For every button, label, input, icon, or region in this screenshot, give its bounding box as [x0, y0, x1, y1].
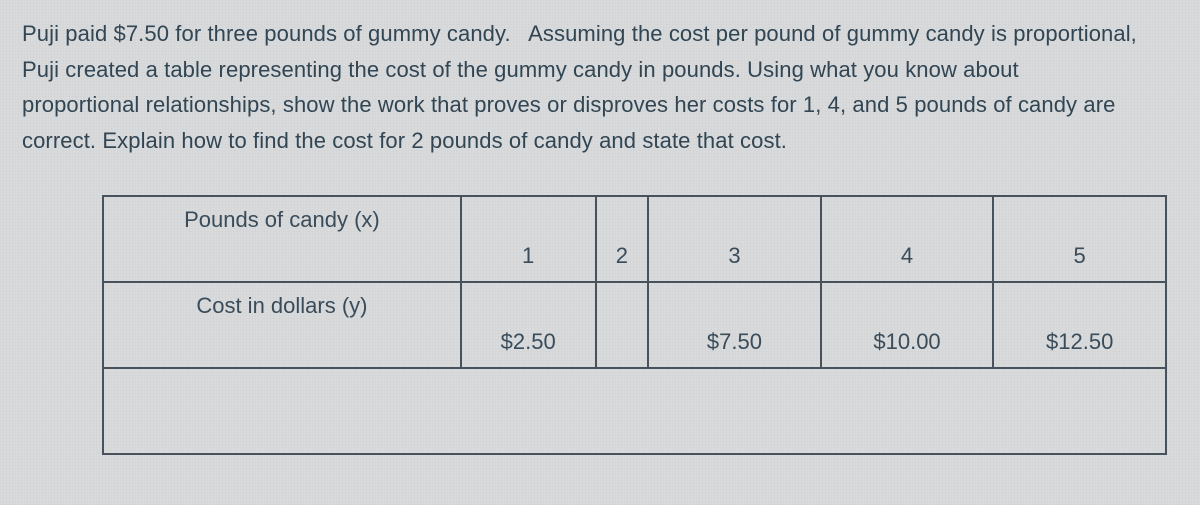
- cell-cost-4: $10.00: [821, 282, 994, 368]
- row-header-pounds: Pounds of candy (x): [103, 196, 461, 282]
- table-row-blank: [103, 368, 1166, 454]
- cell-pounds-3: 3: [648, 196, 821, 282]
- table-row-pounds: Pounds of candy (x) 1 2 3 4 5: [103, 196, 1166, 282]
- problem-statement: Puji paid $7.50 for three pounds of gumm…: [22, 16, 1182, 159]
- cell-pounds-2: 2: [596, 196, 649, 282]
- problem-line-2: Puji created a table representing the co…: [22, 57, 1019, 82]
- cell-pounds-5: 5: [993, 196, 1166, 282]
- cell-pounds-4: 4: [821, 196, 994, 282]
- row-header-cost: Cost in dollars (y): [103, 282, 461, 368]
- cell-cost-1: $2.50: [461, 282, 596, 368]
- problem-line-1b: Assuming the cost per pound of gummy can…: [528, 21, 1137, 46]
- problem-line-4: correct. Explain how to find the cost fo…: [22, 128, 787, 153]
- table-row-cost: Cost in dollars (y) $2.50 $7.50 $10.00 $…: [103, 282, 1166, 368]
- problem-line-1a: Puji paid $7.50 for three pounds of gumm…: [22, 21, 511, 46]
- candy-cost-table: Pounds of candy (x) 1 2 3 4 5 Cost in do…: [102, 195, 1167, 455]
- cell-cost-2: [596, 282, 649, 368]
- cell-blank: [103, 368, 1166, 454]
- cell-cost-3: $7.50: [648, 282, 821, 368]
- cell-pounds-1: 1: [461, 196, 596, 282]
- cell-cost-5: $12.50: [993, 282, 1166, 368]
- problem-line-3: proportional relationships, show the wor…: [22, 92, 1115, 117]
